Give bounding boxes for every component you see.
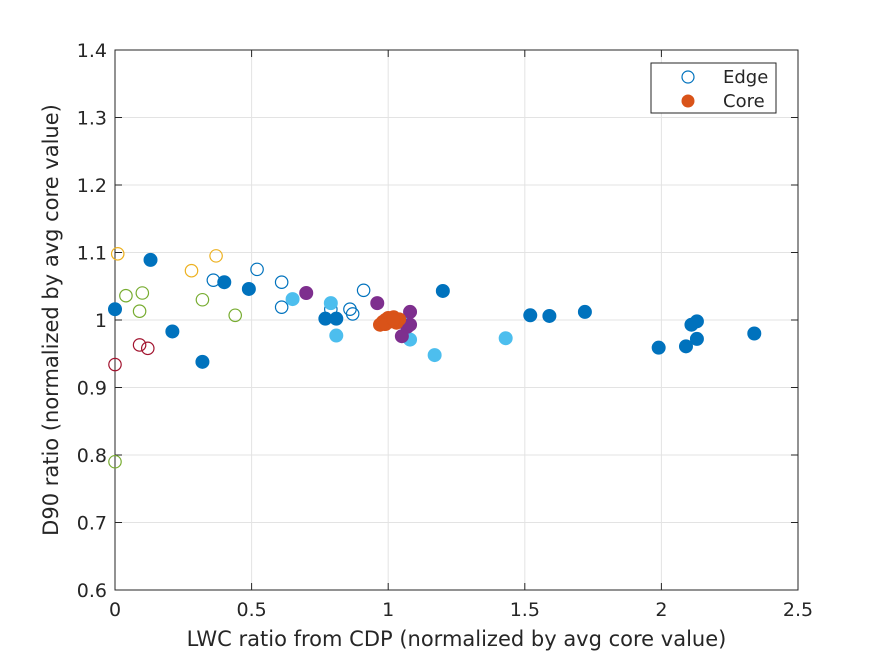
y-tick-label: 0.7 xyxy=(77,513,107,535)
data-point xyxy=(143,252,158,267)
x-tick-label: 1.5 xyxy=(510,599,540,621)
x-tick-label: 2 xyxy=(655,599,667,621)
legend-marker-edge xyxy=(681,70,695,84)
data-point xyxy=(110,247,125,261)
legend-label-core: Core xyxy=(723,91,765,112)
legend-marker-core xyxy=(681,94,695,108)
y-tick-label: 0.6 xyxy=(77,580,107,602)
data-point xyxy=(119,288,133,303)
data-point xyxy=(747,326,762,341)
axis-ticks: 0 0.5 1 1.5 2 2.5 0.6 0.7 0.8 0.9 1 1.1 1.2 1.3 1.4 xyxy=(77,40,813,621)
x-tick-label: 0.5 xyxy=(236,599,266,621)
data-point xyxy=(217,275,232,290)
y-tick-label: 1 xyxy=(95,310,107,332)
y-tick-label: 1.1 xyxy=(77,243,107,265)
data-point xyxy=(370,296,385,311)
data-point xyxy=(329,311,344,326)
data-point xyxy=(165,324,180,339)
data-point xyxy=(195,292,210,307)
x-axis-label: LWC ratio from CDP (normalized by avg co… xyxy=(187,627,727,651)
data-point xyxy=(250,262,264,277)
data-point xyxy=(542,308,557,323)
legend-label-edge: Edge xyxy=(723,67,768,88)
data-point xyxy=(577,304,592,319)
x-tick-label: 0 xyxy=(109,599,121,621)
y-tick-label: 0.9 xyxy=(77,378,107,400)
data-point xyxy=(678,339,693,354)
data-point xyxy=(435,283,450,298)
data-point xyxy=(689,331,704,346)
data-point xyxy=(651,340,666,355)
data-point xyxy=(108,302,122,317)
data-point xyxy=(299,286,314,300)
data-point xyxy=(345,307,360,321)
data-point xyxy=(498,331,513,346)
data-point xyxy=(274,300,289,314)
data-point xyxy=(195,354,210,369)
data-point xyxy=(356,283,371,298)
data-markers xyxy=(108,247,762,469)
data-point xyxy=(689,314,704,329)
y-tick-label: 1.2 xyxy=(77,175,107,197)
legend[interactable]: Edge Core xyxy=(650,62,777,114)
data-point xyxy=(228,308,243,323)
y-tick-label: 1.4 xyxy=(77,40,107,62)
data-point xyxy=(132,338,147,352)
y-tick-label: 1.3 xyxy=(77,108,107,130)
data-point xyxy=(523,308,538,323)
data-point xyxy=(323,296,338,311)
x-tick-label: 2.5 xyxy=(783,599,813,621)
data-point xyxy=(132,304,147,319)
data-point xyxy=(386,313,401,327)
legend-box xyxy=(650,62,777,114)
data-point xyxy=(274,275,289,289)
data-point xyxy=(184,263,199,278)
data-point xyxy=(329,328,344,343)
data-point xyxy=(209,249,223,263)
data-point xyxy=(285,292,300,307)
y-axis-label: D90 ratio (normalized by avg core value) xyxy=(39,104,63,536)
data-point xyxy=(135,286,150,300)
data-point xyxy=(427,348,442,363)
data-point xyxy=(108,357,122,372)
x-tick-label: 1 xyxy=(382,599,394,621)
data-point xyxy=(140,341,155,356)
data-point xyxy=(241,281,256,296)
data-point xyxy=(108,454,122,469)
y-tick-label: 0.8 xyxy=(77,445,107,467)
